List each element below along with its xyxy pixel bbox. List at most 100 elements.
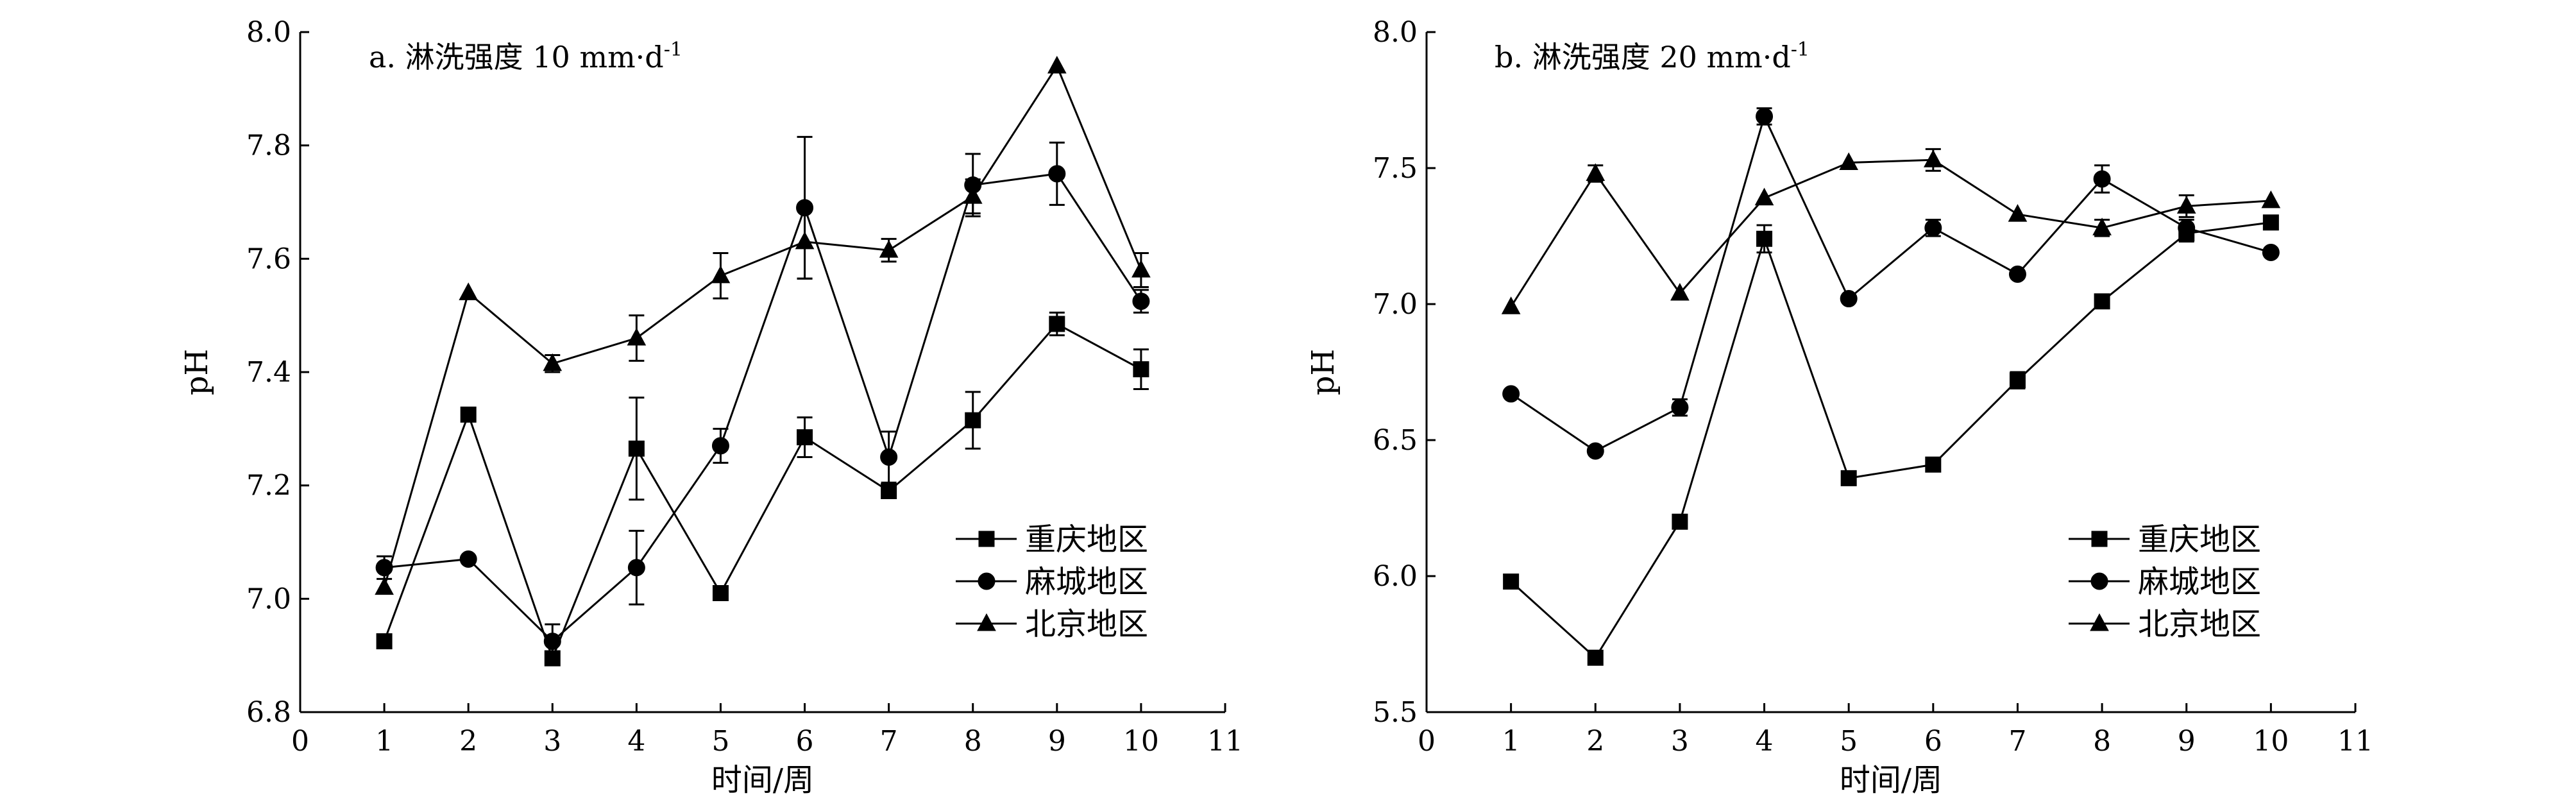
x-tick-label: 6: [1924, 725, 1942, 758]
panel-title: a. 淋洗强度 10 mm·d-1: [369, 38, 682, 74]
x-tick-label: 3: [543, 725, 561, 758]
y-tick-label: 6.8: [246, 696, 291, 729]
x-tick-label: 10: [2253, 725, 2289, 758]
x-tick-label: 11: [1207, 725, 1243, 758]
series-line: [1510, 114, 2271, 452]
data-point: [2008, 204, 2028, 222]
x-tick-label: 8: [2093, 725, 2111, 758]
data-point: [1049, 316, 1065, 332]
legend-label: 麻城地区: [2138, 564, 2261, 600]
series-line: [383, 64, 1142, 588]
data-point: [2093, 170, 2111, 188]
data-point: [543, 353, 563, 371]
data-point: [627, 559, 645, 577]
x-tick-label: 0: [291, 725, 309, 758]
data-point: [1671, 398, 1689, 416]
data-point: [1131, 259, 1151, 278]
data-point: [2262, 214, 2279, 231]
data-point: [1670, 282, 1690, 301]
y-tick-label: 8.0: [246, 16, 291, 49]
data-point: [460, 406, 477, 423]
y-tick-label: 7.0: [1373, 288, 1418, 321]
y-tick-label: 7.4: [246, 356, 291, 389]
y-tick-label: 5.5: [1373, 696, 1418, 729]
data-point: [795, 231, 815, 250]
data-point: [1587, 649, 1604, 666]
y-tick-label: 7.2: [246, 470, 291, 502]
legend-marker: [977, 613, 996, 631]
x-tick-label: 4: [1756, 725, 1774, 758]
data-point: [965, 412, 981, 429]
legend-label: 重庆地区: [1025, 522, 1148, 558]
x-tick-label: 9: [1048, 725, 1066, 758]
panel-title-superscript: -1: [664, 38, 682, 61]
data-point: [1047, 55, 1067, 74]
panel-b: 0 1 2 3 4 5 6 7 8 9 10 11 5.5 6.0 6.5 7.0 7.5 8.0 时间/周 pH b.…: [1305, 16, 2373, 798]
y-tick-label: 7.5: [1373, 152, 1418, 185]
data-point: [711, 437, 729, 455]
legend-marker: [2090, 613, 2109, 631]
data-point: [1672, 513, 1688, 530]
x-tick-label: 0: [1418, 725, 1436, 758]
data-point: [963, 186, 983, 204]
y-axis-label: pH: [1305, 349, 1341, 396]
legend-marker: [2091, 531, 2108, 547]
data-point: [627, 327, 647, 346]
data-point: [1924, 219, 1942, 237]
data-point: [375, 577, 394, 595]
series-triangle: [375, 55, 1151, 595]
data-point: [2261, 190, 2281, 209]
data-point: [2176, 196, 2196, 214]
data-point: [879, 240, 899, 258]
legend-marker: [978, 531, 995, 547]
x-axis-label: 时间/周: [711, 762, 814, 798]
data-point: [1923, 149, 1943, 167]
panel-title-main: b. 淋洗强度 20 mm·d: [1495, 40, 1791, 74]
x-tick-label: 4: [627, 725, 645, 758]
y-tick-label: 7.8: [246, 130, 291, 162]
series-line: [383, 323, 1142, 661]
data-point: [1840, 290, 1858, 308]
series-square: [1503, 214, 2279, 666]
panel-title-main: a. 淋洗强度 10 mm·d: [369, 40, 664, 74]
data-point: [1133, 361, 1149, 378]
series-triangle: [1501, 148, 2281, 314]
legend-marker: [2090, 572, 2108, 590]
panel-a: 0 1 2 3 4 5 6 7 8 9 10 11 6.8 7.0 7.2 7.4 7.6 7.8 8.0 时间/周 p…: [179, 16, 1243, 798]
x-tick-label: 8: [964, 725, 982, 758]
legend-marker: [978, 572, 996, 590]
data-point: [2092, 217, 2112, 235]
data-point: [1503, 573, 1520, 590]
panel-title: b. 淋洗强度 20 mm·d-1: [1495, 38, 1809, 74]
y-tick-label: 6.5: [1373, 424, 1418, 457]
x-tick-label: 6: [796, 725, 814, 758]
legend-label: 麻城地区: [1025, 564, 1148, 600]
legend-label: 北京地区: [1025, 606, 1148, 642]
legend-label: 重庆地区: [2138, 522, 2261, 558]
data-point: [2178, 219, 2196, 237]
x-tick-label: 1: [375, 725, 393, 758]
data-point: [880, 448, 898, 466]
x-tick-label: 2: [1586, 725, 1604, 758]
data-point: [881, 483, 897, 499]
data-point: [628, 440, 645, 457]
data-point: [711, 265, 731, 284]
series-line: [1510, 158, 2271, 308]
x-tick-label: 2: [459, 725, 477, 758]
data-point: [2094, 293, 2110, 310]
data-point: [1925, 456, 1942, 473]
y-axis-label: pH: [179, 349, 215, 396]
x-axis-label: 时间/周: [1840, 762, 1942, 798]
series-line: [384, 173, 1142, 643]
x-tick-label: 5: [1840, 725, 1858, 758]
data-point: [1502, 385, 1520, 403]
data-point: [1756, 230, 1773, 247]
x-tick-label: 7: [2008, 725, 2026, 758]
series-circle: [1502, 107, 2280, 460]
data-point: [1501, 296, 1521, 314]
data-point: [1586, 163, 1606, 181]
data-point: [1132, 293, 1150, 311]
